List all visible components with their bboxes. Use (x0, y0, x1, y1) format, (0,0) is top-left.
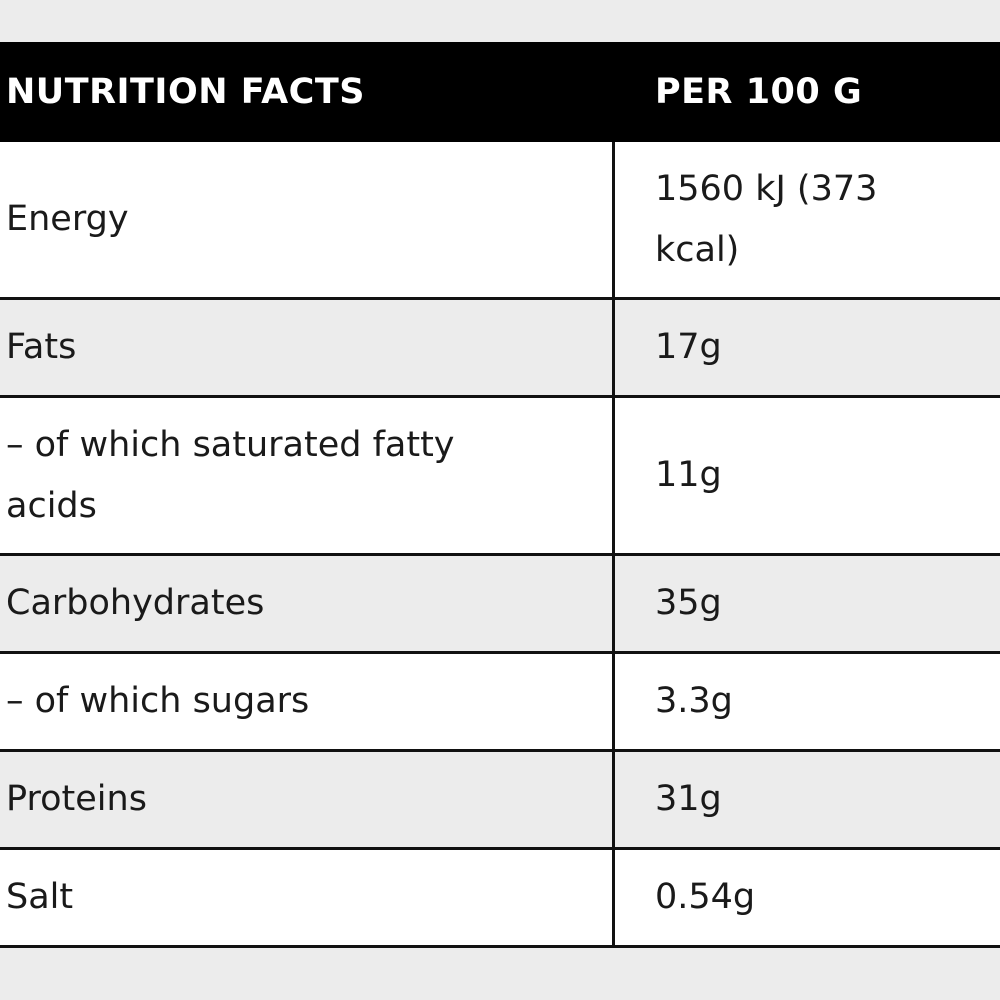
row-value: 1560 kJ (373 kcal) (615, 142, 1000, 297)
header-per-100g: PER 100 G (655, 72, 863, 112)
proteins-value: 31g (655, 779, 722, 819)
table-header: NUTRITION FACTS PER 100 G (0, 42, 1000, 142)
sugars-label: – of which sugars (6, 681, 310, 721)
carbohydrates-label: Carbohydrates (6, 583, 265, 623)
saturated-fatty-acids-label: – of which saturated fatty acids (6, 424, 455, 526)
header-nutrition-facts: NUTRITION FACTS (6, 72, 365, 112)
fats-value: 17g (655, 327, 722, 367)
fats-label: Fats (6, 327, 77, 367)
row-value: 3.3g (615, 654, 1000, 749)
row-label: – of which sugars (0, 654, 615, 749)
proteins-label: Proteins (6, 779, 147, 819)
table-row-carbohydrates: Carbohydrates 35g (0, 556, 1000, 654)
nutrition-facts-table: NUTRITION FACTS PER 100 G Energy 1560 kJ… (0, 42, 1000, 948)
row-label: Carbohydrates (0, 556, 615, 651)
energy-label: Energy (6, 199, 129, 239)
table-row-fats: Fats 17g (0, 300, 1000, 398)
table-row-sugars: – of which sugars 3.3g (0, 654, 1000, 752)
row-value: 11g (615, 398, 1000, 553)
row-value: 17g (615, 300, 1000, 395)
table-row-saturated-fatty-acids: – of which saturated fatty acids 11g (0, 398, 1000, 556)
energy-value: 1560 kJ (373 kcal) (655, 168, 878, 270)
table-row-energy: Energy 1560 kJ (373 kcal) (0, 142, 1000, 300)
row-value: 31g (615, 752, 1000, 847)
row-value: 35g (615, 556, 1000, 651)
row-value: 0.54g (615, 850, 1000, 945)
table-row-proteins: Proteins 31g (0, 752, 1000, 850)
saturated-fatty-acids-value: 11g (655, 455, 722, 495)
salt-value: 0.54g (655, 877, 756, 917)
row-label: – of which saturated fatty acids (0, 398, 615, 553)
carbohydrates-value: 35g (655, 583, 722, 623)
row-label: Proteins (0, 752, 615, 847)
salt-label: Salt (6, 877, 74, 917)
row-label: Energy (0, 142, 615, 297)
table-row-salt: Salt 0.54g (0, 850, 1000, 948)
row-label: Fats (0, 300, 615, 395)
row-label: Salt (0, 850, 615, 945)
sugars-value: 3.3g (655, 681, 733, 721)
